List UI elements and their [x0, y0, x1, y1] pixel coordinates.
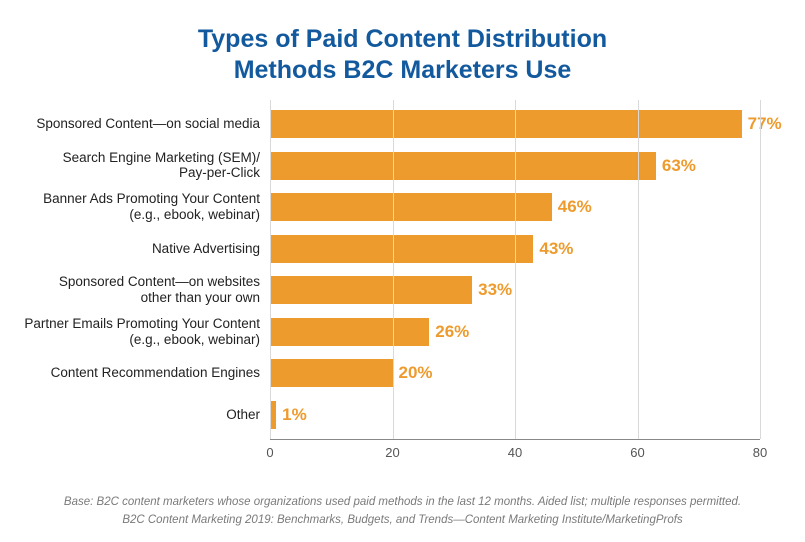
x-tick-label: 80 — [753, 445, 767, 460]
bar-label: Sponsored Content—on websites other than… — [10, 274, 270, 306]
bar-value: 63% — [656, 156, 696, 176]
chart-footnotes: Base: B2C content marketers whose organi… — [0, 490, 805, 526]
bar-label: Partner Emails Promoting Your Content (e… — [10, 316, 270, 348]
footnote-base: Base: B2C content marketers whose organi… — [0, 496, 805, 508]
bar-label: Native Advertising — [10, 241, 270, 257]
gridline — [393, 100, 394, 439]
x-tick-label: 60 — [630, 445, 644, 460]
x-tick-label: 20 — [385, 445, 399, 460]
bar: 46% — [270, 193, 552, 221]
gridline — [760, 100, 761, 439]
x-tick-label: 0 — [266, 445, 273, 460]
gridline — [270, 100, 271, 439]
bar-value: 20% — [393, 363, 433, 383]
bar-value: 77% — [742, 114, 782, 134]
bar-value: 46% — [552, 197, 592, 217]
chart-title: Types of Paid Content Distribution Metho… — [0, 0, 805, 87]
bar: 26% — [270, 318, 429, 346]
bar: 33% — [270, 276, 472, 304]
bar: 77% — [270, 110, 742, 138]
bar: 63% — [270, 152, 656, 180]
gridline — [515, 100, 516, 439]
chart-plot: Sponsored Content—on social media77%Sear… — [270, 100, 760, 440]
bar-label: Banner Ads Promoting Your Content (e.g.,… — [10, 191, 270, 223]
bar: 43% — [270, 235, 533, 263]
footnote-source: B2C Content Marketing 2019: Benchmarks, … — [0, 514, 805, 526]
chart-area: Sponsored Content—on social media77%Sear… — [0, 100, 805, 460]
bar-label: Other — [10, 407, 270, 423]
bar-value: 33% — [472, 280, 512, 300]
gridline — [638, 100, 639, 439]
x-tick-label: 40 — [508, 445, 522, 460]
bar: 20% — [270, 359, 393, 387]
bar-label: Sponsored Content—on social media — [10, 116, 270, 132]
bar-label: Search Engine Marketing (SEM)/ Pay-per-C… — [10, 150, 270, 182]
bar-label: Content Recommendation Engines — [10, 365, 270, 381]
bar-value: 1% — [276, 405, 307, 425]
bar-value: 43% — [533, 239, 573, 259]
bar-value: 26% — [429, 322, 469, 342]
